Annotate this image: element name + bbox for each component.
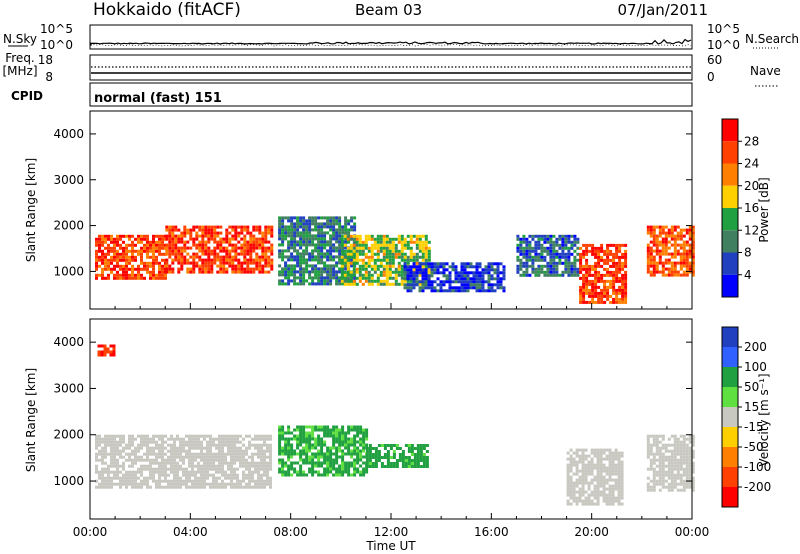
velocity-xtick-label: 04:00	[173, 525, 208, 539]
power-ytick-label: 1000	[53, 264, 84, 278]
station-title: Hokkaido (fitACF)	[93, 0, 241, 20]
noise-left-label: N.Sky	[3, 32, 37, 46]
power-colorbar-tick-label: 16	[744, 201, 759, 215]
velocity-colorbar-tick-label: -15	[744, 420, 764, 434]
velocity-colorbar-segment	[722, 487, 738, 507]
power-region-7	[646, 225, 695, 277]
velocity-colorbar-tick-label: 100	[744, 360, 767, 374]
velocity-colorbar-segment	[722, 407, 738, 427]
velocity-colorbar-segment	[722, 467, 738, 487]
cpid-text: normal (fast) 151	[94, 91, 222, 106]
velocity-region-1	[278, 425, 369, 477]
velocity-colorbar-segment	[722, 447, 738, 467]
velocity-ytick-label: 3000	[53, 381, 84, 395]
power-colorbar-tick-label: 8	[744, 246, 752, 260]
velocity-colorbar-tick-label: -50	[744, 440, 764, 454]
velocity-colorbar-segment	[722, 327, 738, 347]
power-colorbar-segment	[722, 141, 738, 164]
cpid-panel-frame	[89, 82, 693, 107]
velocity-colorbar: 200 100 50 15 -15 -50 -100 -200	[721, 326, 771, 508]
power-region-1	[165, 225, 274, 274]
power-colorbar-segment	[722, 185, 738, 208]
power-region-3	[340, 234, 431, 286]
power-colorbar-segment	[722, 274, 738, 297]
velocity-colorbar-segment	[722, 347, 738, 367]
velocity-ylabel: Slant Range [km]	[24, 368, 38, 472]
noise-panel-frame	[89, 24, 693, 50]
power-colorbar-tick-label: 28	[744, 134, 759, 148]
velocity-xtick-label: 00:00	[73, 525, 108, 539]
freq-label-2: [MHz]	[2, 64, 37, 78]
freq-left-tick-bottom: 8	[45, 70, 53, 84]
velocity-ytick-label: 4000	[53, 335, 84, 349]
velocity-panel: 1000 2000 3000 4000 200 100 50 15 -15 -50 -100 -200…	[53, 318, 771, 539]
velocity-colorbar-frame	[721, 326, 739, 508]
power-region-6	[579, 243, 628, 304]
beam-title: Beam 03	[355, 1, 422, 19]
power-ytick-label: 4000	[53, 127, 84, 141]
noise-left-tick-bottom: 10^0	[40, 38, 73, 52]
freq-left-tick-top: 18	[38, 53, 53, 67]
power-region-5	[516, 234, 580, 277]
time-xlabel: Time UT	[365, 539, 416, 553]
noise-right-tick-bottom: 10^0	[707, 38, 740, 52]
noise-search-line	[90, 44, 692, 47]
velocity-region-5	[97, 344, 116, 357]
velocity-region-2	[365, 444, 429, 468]
velocity-ytick-label: 1000	[53, 474, 84, 488]
velocity-xtick-label: 00:00	[675, 525, 710, 539]
velocity-colorbar-tick-label: 50	[744, 380, 759, 394]
power-colorbar: 4 8 12 16 20 24 28	[721, 118, 759, 298]
velocity-colorbar-tick-label: 15	[744, 400, 759, 414]
power-colorbar-tick-label: 12	[744, 223, 759, 237]
power-colorbar-segment	[722, 230, 738, 253]
velocity-xtick-label: 16:00	[474, 525, 509, 539]
velocity-colorbar-segment	[722, 367, 738, 387]
power-ytick-label: 3000	[53, 173, 84, 187]
power-region-0	[95, 234, 167, 280]
velocity-colorbar-tick-label: -200	[744, 480, 771, 494]
noise-right-tick-top: 10^5	[707, 22, 740, 36]
power-colorbar-segment	[722, 163, 738, 186]
velocity-xtick-label: 08:00	[273, 525, 308, 539]
velocity-colorbar-tick-label: -100	[744, 460, 771, 474]
cpid-label: CPID	[11, 89, 43, 103]
velocity-ytick-label: 2000	[53, 428, 84, 442]
power-colorbar-segment	[722, 252, 738, 275]
velocity-xtick-label: 20:00	[574, 525, 609, 539]
power-colorbar-tick-label: 24	[744, 157, 759, 171]
power-colorbar-label: Power [dB]	[757, 177, 771, 242]
freq-right-tick-top: 60	[707, 53, 722, 67]
velocity-region-0	[95, 434, 272, 489]
noise-sky-line	[90, 38, 692, 45]
velocity-region-4	[646, 434, 695, 492]
nave-label: Nave	[750, 64, 781, 78]
velocity-region-3	[566, 448, 624, 506]
freq-panel-frame	[89, 54, 693, 81]
velocity-colorbar-segment	[722, 427, 738, 447]
power-colorbar-segment	[722, 208, 738, 231]
freq-label-1: Freq.	[5, 51, 35, 65]
velocity-colorbar-tick-label: 200	[744, 340, 767, 354]
noise-right-label: N.Search	[745, 32, 799, 46]
power-colorbar-tick-label: 4	[744, 268, 752, 282]
power-panel: 1000 2000 3000 4000 4 8 12 16 20 24 28	[53, 110, 759, 310]
power-ylabel: Slant Range [km]	[24, 158, 38, 262]
power-ytick-label: 2000	[53, 219, 84, 233]
power-region-2	[278, 216, 357, 286]
velocity-colorbar-label: Velocity [m s⁻¹]	[757, 373, 771, 466]
power-colorbar-tick-label: 20	[744, 179, 759, 193]
freq-right-tick-bottom: 0	[707, 70, 715, 84]
velocity-xtick-label: 12:00	[374, 525, 409, 539]
velocity-frame	[89, 318, 693, 520]
power-region-4	[403, 262, 506, 293]
noise-left-tick-top: 10^5	[40, 22, 73, 36]
power-colorbar-segment	[722, 119, 738, 142]
velocity-colorbar-segment	[722, 387, 738, 407]
date-title: 07/Jan/2011	[618, 1, 709, 19]
